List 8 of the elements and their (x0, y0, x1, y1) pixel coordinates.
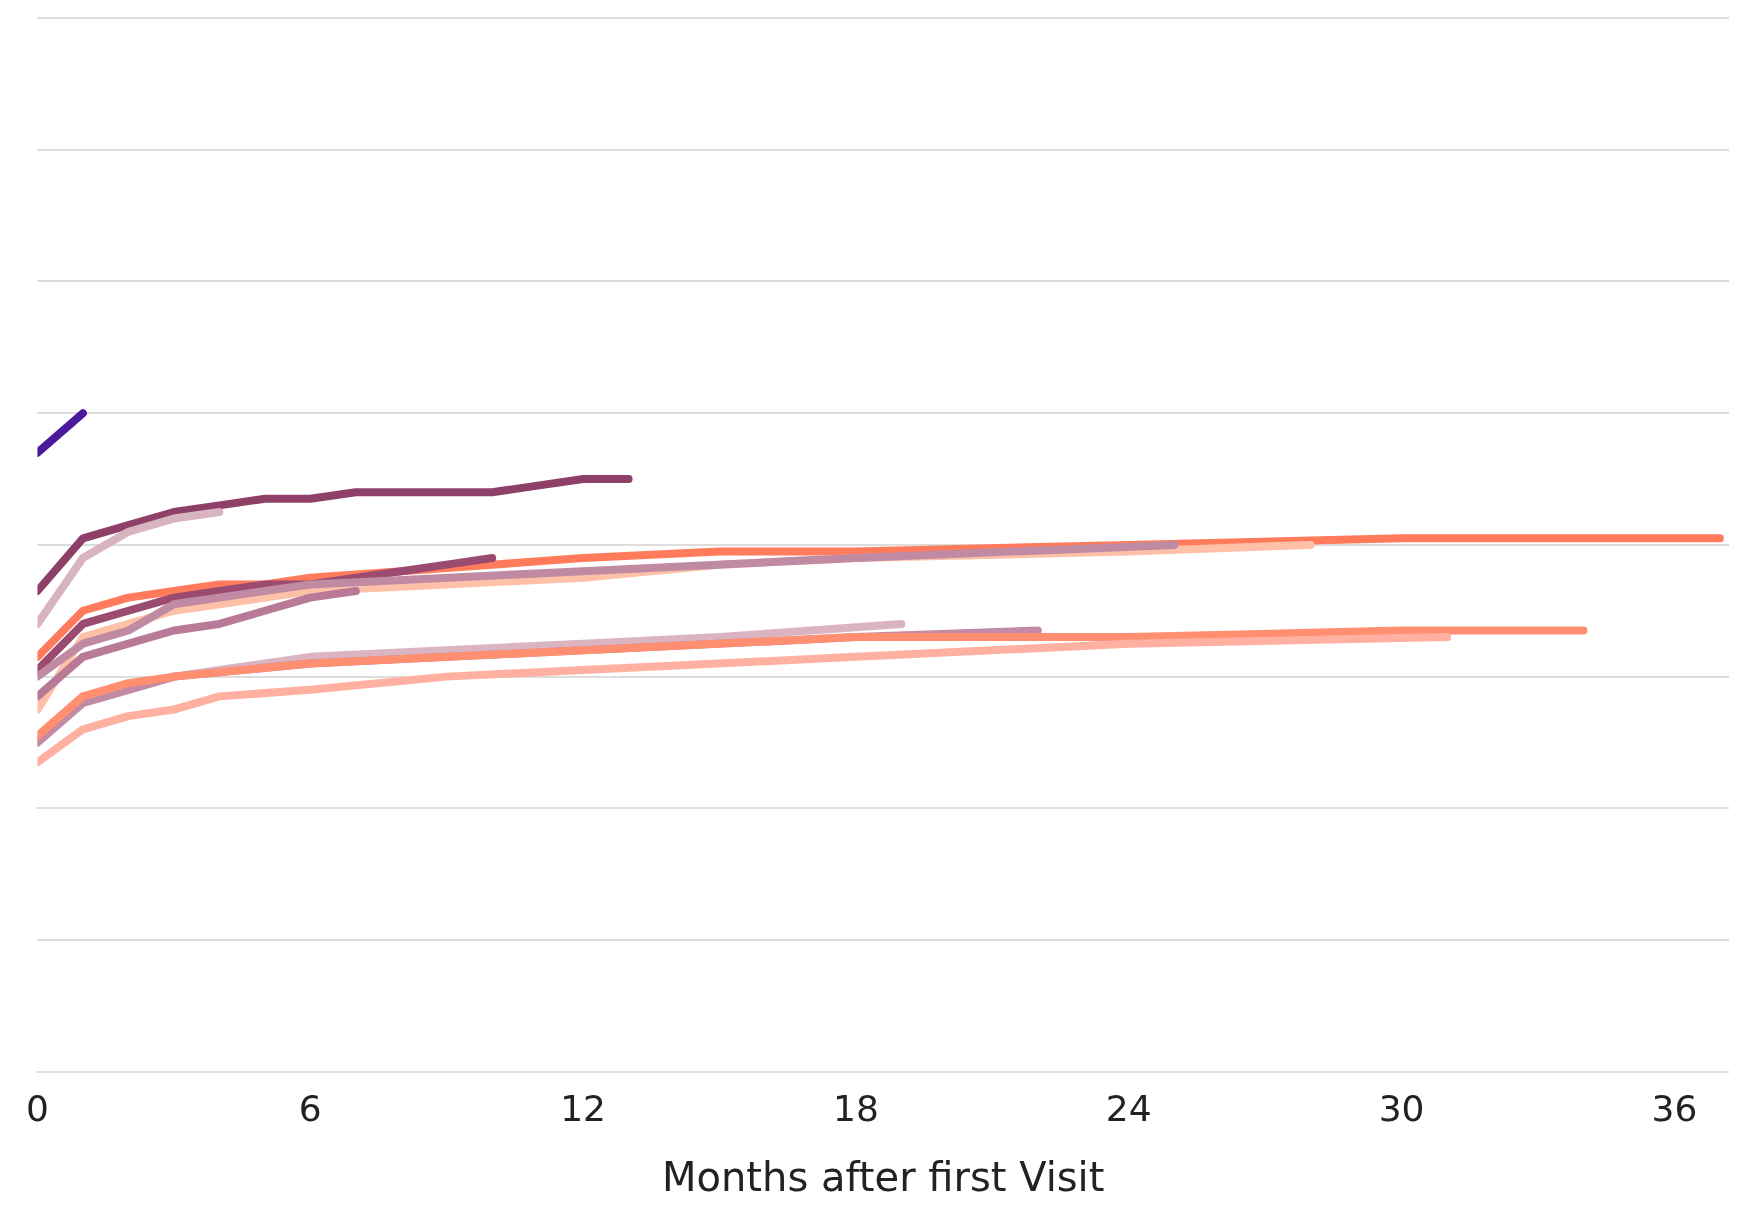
x-tick-label: 36 (1651, 1087, 1698, 1129)
x-tick-label: 24 (1105, 1087, 1152, 1129)
x-tick-label: 6 (298, 1087, 322, 1129)
x-tick-label: 0 (26, 1087, 49, 1129)
x-tick-label: 12 (560, 1087, 607, 1129)
x-tick-label: 30 (1378, 1087, 1425, 1129)
x-tick-label: 18 (833, 1087, 879, 1129)
x-axis-title: Months after first Visit (662, 1154, 1105, 1201)
